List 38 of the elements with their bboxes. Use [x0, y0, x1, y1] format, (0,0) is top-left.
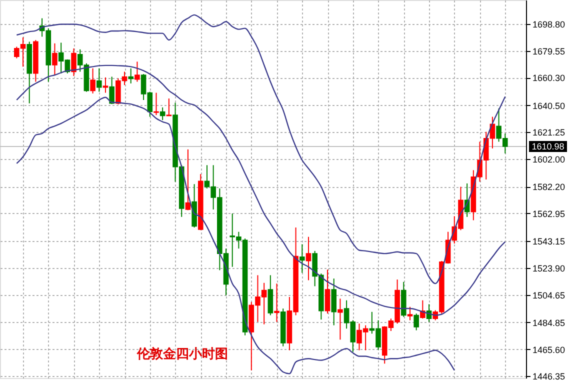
- candlestick: [185, 148, 191, 211]
- candlestick: [90, 68, 96, 94]
- y-tick-label: 1698.80: [532, 19, 566, 30]
- y-tick-label: 1465.60: [532, 344, 566, 355]
- candlestick: [274, 283, 280, 322]
- candlestick: [109, 76, 114, 105]
- candlestick: [102, 76, 108, 94]
- y-tick-label: 1602.00: [532, 154, 566, 165]
- candlestick: [96, 68, 102, 92]
- candlestick: [414, 313, 419, 331]
- y-tick-label: 1582.20: [532, 182, 566, 192]
- candlestick: [324, 269, 330, 314]
- y-tick-label: 1562.95: [532, 208, 566, 219]
- candlestick: [306, 236, 312, 281]
- candlestick: [407, 306, 413, 321]
- y-tick-label: 1640.50: [532, 100, 566, 111]
- candlestick: [160, 106, 166, 121]
- y-tick-label: 1504.65: [532, 290, 566, 300]
- candlestick: [134, 61, 140, 82]
- line-series: [16, 14, 506, 284]
- y-tick-label: 1446.35: [532, 372, 566, 382]
- candlestick: [338, 298, 343, 340]
- annotation: 伦敦金四小时图: [136, 346, 228, 361]
- candlestick: [128, 68, 134, 84]
- candlestick: [52, 42, 58, 76]
- y-tick-label: 1543.15: [532, 236, 566, 247]
- candlestick: [331, 278, 337, 326]
- y-tick-label: 1660.30: [532, 73, 566, 84]
- y-tick-label: 1621.25: [532, 128, 566, 138]
- candlestick: [154, 92, 159, 116]
- candlestick: [299, 244, 305, 274]
- y-tick-label: 1679.55: [532, 46, 566, 56]
- ref-line-label: 1610.98: [532, 141, 564, 152]
- y-tick-label: 1523.90: [532, 263, 566, 274]
- candlestick: [71, 48, 76, 77]
- candlestick: [268, 274, 274, 316]
- candlestick: [166, 98, 172, 117]
- y-tick-label: 1484.85: [532, 318, 566, 328]
